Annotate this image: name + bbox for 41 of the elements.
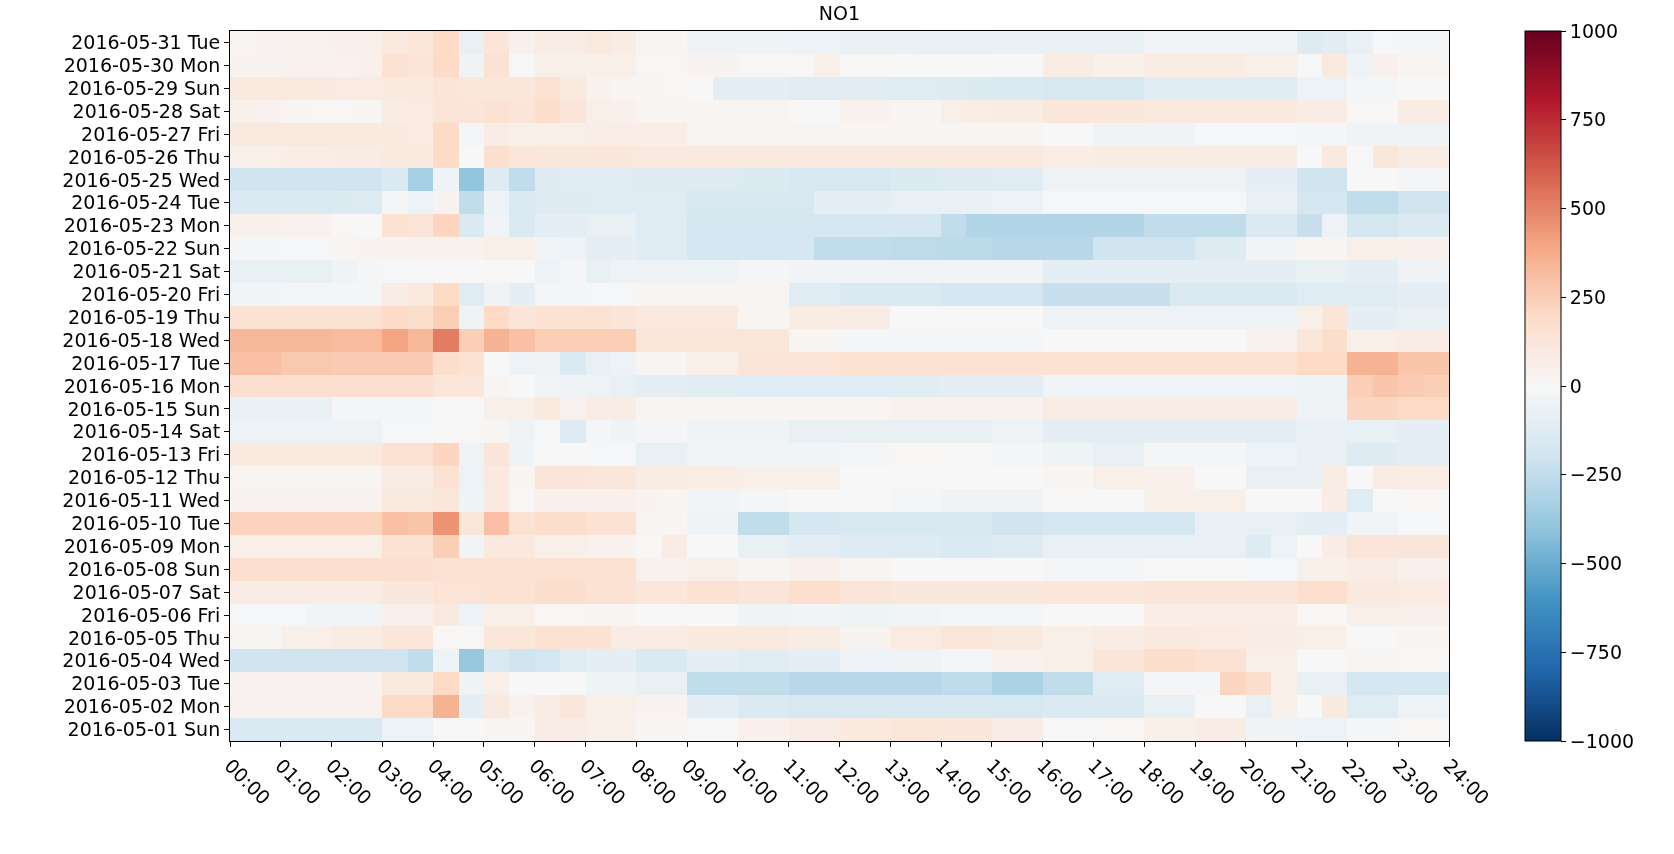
chart-title: NO1	[818, 1, 861, 24]
y-tick-label: 2016-05-12 Thu	[68, 466, 221, 489]
y-tick-label: 2016-05-20 Fri	[81, 283, 221, 306]
y-tick-label: 2016-05-14 Sat	[72, 420, 221, 443]
y-tick-label: 2016-05-09 Mon	[63, 534, 221, 557]
y-tick-label: 2016-05-18 Wed	[62, 328, 221, 351]
color-bar-label: 500	[1569, 197, 1607, 220]
y-tick-label: 2016-05-26 Thu	[68, 145, 221, 168]
y-tick-label: 2016-05-11 Wed	[62, 489, 221, 512]
y-tick-label: 2016-05-24 Tue	[71, 191, 221, 214]
y-tick-label: 2016-05-31 Tue	[71, 31, 221, 54]
y-tick-label: 2016-05-17 Tue	[71, 351, 221, 374]
color-bar-label: −750	[1569, 640, 1622, 663]
y-tick-label: 2016-05-22 Sun	[67, 237, 221, 260]
y-tick-label: 2016-05-03 Tue	[71, 672, 221, 695]
y-tick-label: 2016-05-15 Sun	[67, 397, 221, 420]
y-tick-label: 2016-05-23 Mon	[63, 214, 221, 237]
color-bar-label: −500	[1569, 552, 1622, 575]
y-tick-label: 2016-05-08 Sun	[67, 557, 221, 580]
color-bar-label: 0	[1569, 374, 1582, 397]
y-tick-label: 2016-05-19 Thu	[68, 305, 221, 328]
y-tick-label: 2016-05-01 Sun	[67, 718, 221, 741]
y-tick-label: 2016-05-29 Sun	[67, 76, 221, 99]
color-bar-label: −1000	[1569, 729, 1635, 752]
color-bar-label: 250	[1569, 285, 1607, 308]
y-tick-label: 2016-05-06 Fri	[81, 603, 221, 626]
y-tick-label: 2016-05-30 Mon	[63, 54, 221, 76]
y-tick-label: 2016-05-25 Wed	[62, 168, 221, 191]
y-tick-label: 2016-05-16 Mon	[63, 374, 221, 397]
y-tick-label: 2016-05-28 Sat	[72, 99, 221, 122]
y-tick-label: 2016-05-02 Mon	[63, 695, 221, 718]
y-tick-label: 2016-05-10 Tue	[71, 512, 221, 535]
y-tick-label: 2016-05-13 Fri	[81, 443, 221, 466]
color-bar-label: −250	[1569, 463, 1622, 486]
color-bar-label: 750	[1569, 108, 1607, 131]
color-bar-label: 1000	[1569, 19, 1619, 42]
y-tick-label: 2016-05-07 Sat	[72, 580, 221, 603]
y-tick-label: 2016-05-21 Sat	[72, 260, 221, 283]
y-tick-label: 2016-05-04 Wed	[62, 649, 221, 672]
y-tick-label: 2016-05-05 Thu	[68, 626, 221, 649]
y-tick-label: 2016-05-27 Fri	[81, 122, 221, 145]
